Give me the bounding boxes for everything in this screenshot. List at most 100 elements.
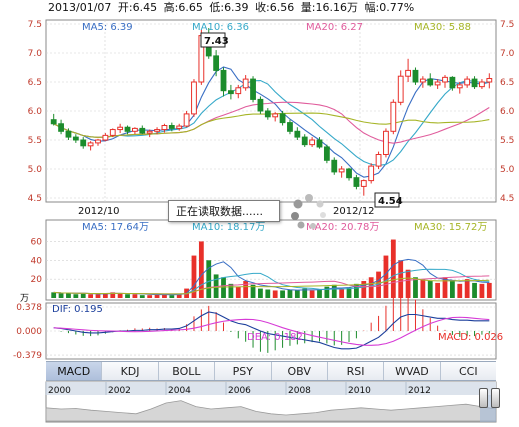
volume-bar bbox=[221, 277, 226, 298]
volume-tick: 60 bbox=[31, 237, 43, 247]
price-tick-left: 7.5 bbox=[28, 20, 42, 30]
volume-bar bbox=[88, 294, 94, 298]
timeline-handle-right[interactable] bbox=[491, 388, 500, 408]
price-tick-left: 7.0 bbox=[28, 49, 43, 59]
volume-bar bbox=[435, 282, 441, 298]
volume-bar bbox=[80, 293, 86, 298]
vol-legend-ma5: MA5: 17.64万 bbox=[82, 222, 149, 233]
loading-spinner-icon bbox=[291, 194, 326, 229]
volume-bar bbox=[110, 292, 116, 298]
timeline-year-label: 2012 bbox=[408, 386, 431, 396]
candle-body bbox=[316, 139, 323, 148]
timeline-years: 2000 2002 2004 2006 2008 2010 2012 bbox=[45, 382, 431, 396]
volume-bar bbox=[339, 288, 345, 298]
tab-macd[interactable]: MACD bbox=[46, 362, 103, 380]
tab-wvad[interactable]: WVAD bbox=[384, 362, 441, 380]
volume-tick: 40 bbox=[31, 256, 43, 266]
candle-body bbox=[176, 125, 183, 129]
macd-axis: 0.378 0.000 -0.379 bbox=[13, 303, 42, 361]
price-tick-right: 7.0 bbox=[500, 49, 515, 59]
volume-bar bbox=[398, 260, 404, 298]
price-tick-right: 7.5 bbox=[500, 20, 514, 30]
candle-body bbox=[242, 78, 249, 89]
candle-body bbox=[434, 81, 441, 86]
price-tick-left: 4.5 bbox=[28, 194, 42, 204]
candle-body bbox=[294, 130, 301, 138]
volume-bar bbox=[354, 283, 359, 298]
timeline-handle-left[interactable] bbox=[479, 388, 488, 408]
volume-bar bbox=[309, 290, 315, 298]
candle-body bbox=[383, 130, 389, 156]
tab-kdj[interactable]: KDJ bbox=[102, 362, 159, 380]
candle-body bbox=[183, 113, 190, 127]
volume-bar bbox=[272, 290, 278, 298]
candle-body bbox=[154, 129, 160, 132]
vol-legend-ma10: MA10: 18.17万 bbox=[192, 222, 265, 233]
price-tick-right: 4.5 bbox=[500, 194, 514, 204]
candle-body bbox=[309, 139, 316, 146]
tab-rsi[interactable]: RSI bbox=[327, 362, 385, 380]
volume-bar bbox=[132, 294, 138, 298]
macd-tick: 0.000 bbox=[16, 327, 42, 337]
volume-bar bbox=[479, 283, 485, 298]
ma5-line bbox=[53, 66, 490, 178]
volume-bar bbox=[346, 287, 352, 298]
volume-bar bbox=[449, 281, 455, 298]
dif-line bbox=[53, 311, 490, 350]
volume-bar bbox=[235, 286, 241, 298]
volume-bar bbox=[250, 284, 256, 298]
candle-body bbox=[279, 113, 286, 124]
candle-body bbox=[250, 78, 256, 100]
volume-bar bbox=[95, 294, 101, 298]
volume-bar bbox=[413, 277, 418, 298]
volume-bar bbox=[464, 279, 470, 298]
volume-tick: 20 bbox=[31, 275, 43, 285]
price-tick-left: 6.0 bbox=[28, 107, 43, 117]
candle-body bbox=[486, 78, 493, 83]
candle-body bbox=[272, 113, 279, 118]
candle-body bbox=[464, 78, 471, 86]
candle-body bbox=[375, 154, 382, 167]
header-low: 6.39 bbox=[224, 1, 249, 14]
price-tick-right: 6.0 bbox=[500, 107, 515, 117]
candle-body bbox=[132, 127, 138, 132]
volume-axis: 60 40 20 bbox=[31, 237, 43, 285]
ma30-line bbox=[53, 112, 490, 138]
tab-obv[interactable]: OBV bbox=[271, 362, 328, 380]
volume-bar bbox=[117, 293, 123, 298]
tab-cci[interactable]: CCI bbox=[440, 362, 496, 380]
candle-body bbox=[72, 136, 79, 141]
candle-body bbox=[102, 134, 109, 141]
price-tick-right: 5.5 bbox=[500, 136, 514, 146]
volume-bar bbox=[331, 284, 337, 298]
candle-body bbox=[146, 130, 153, 134]
volume-bar bbox=[383, 255, 389, 298]
candle-body bbox=[353, 177, 360, 187]
candle-body bbox=[87, 142, 94, 147]
volume-bar bbox=[390, 239, 396, 298]
tab-psy[interactable]: PSY bbox=[215, 362, 272, 380]
candle-body bbox=[220, 69, 227, 92]
svg-text:7.43: 7.43 bbox=[204, 36, 229, 47]
svg-text:4.54: 4.54 bbox=[378, 196, 403, 207]
candle-body bbox=[323, 146, 330, 161]
volume-bar bbox=[457, 283, 463, 298]
volume-bar bbox=[472, 282, 477, 298]
tab-boll[interactable]: BOLL bbox=[158, 362, 216, 380]
timeline-year-label: 2006 bbox=[228, 386, 251, 396]
timeline-year-label: 2004 bbox=[168, 386, 191, 396]
header-close: 6.56 bbox=[270, 1, 295, 14]
price-tick-left: 6.5 bbox=[28, 78, 42, 88]
volume-bar bbox=[139, 295, 145, 298]
price-tick-right: 6.5 bbox=[500, 78, 514, 88]
header-high: 6.65 bbox=[178, 1, 203, 14]
timeline-year-label: 2010 bbox=[348, 386, 371, 396]
volume-bar bbox=[324, 286, 330, 298]
volume-bar bbox=[66, 293, 71, 298]
volume-bar bbox=[294, 290, 300, 298]
legend-ma20: MA20: 6.27 bbox=[306, 22, 363, 33]
indicator-tabs: MACD KDJ BOLL PSY OBV RSI WVAD CCI bbox=[46, 361, 496, 381]
price-tick-right: 5.0 bbox=[500, 165, 515, 175]
legend-ma5: MA5: 6.39 bbox=[82, 22, 133, 33]
candle-body bbox=[346, 168, 352, 179]
